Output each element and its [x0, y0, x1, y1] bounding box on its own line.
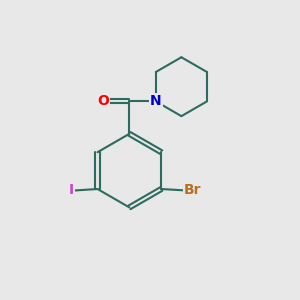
Text: O: O — [97, 94, 109, 108]
Text: I: I — [69, 184, 74, 197]
Text: N: N — [150, 94, 162, 108]
Text: Br: Br — [184, 184, 202, 197]
